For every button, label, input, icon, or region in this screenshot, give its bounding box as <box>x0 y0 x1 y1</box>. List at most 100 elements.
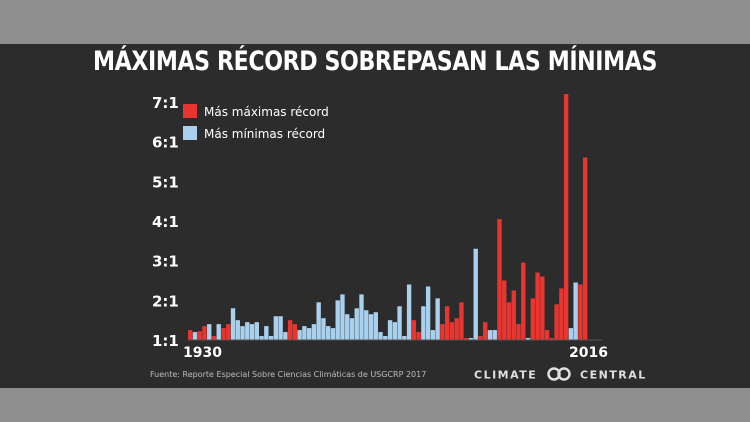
legend-swatch-max <box>183 104 197 118</box>
bar-1988 <box>464 338 469 340</box>
bar-1939 <box>230 308 236 340</box>
bar-1990 <box>473 248 478 340</box>
bar-1959 <box>326 326 331 340</box>
bar-1975 <box>402 336 407 340</box>
bar-1962 <box>340 294 345 340</box>
bar-1982 <box>435 298 440 340</box>
bar-1991 <box>478 336 483 340</box>
y-tick-label: 5:1 <box>152 173 179 191</box>
bar-1954 <box>302 326 307 340</box>
bar-1946 <box>264 326 269 340</box>
bar-2003 <box>535 272 540 340</box>
bar-1987 <box>459 302 464 340</box>
legend-label-max: Más máximas récord <box>204 105 329 119</box>
bar-2002 <box>530 298 535 340</box>
bar-1983 <box>440 324 445 340</box>
bar-1974 <box>397 306 402 340</box>
y-tick-label: 4:1 <box>152 213 179 231</box>
bar-1969 <box>373 312 378 340</box>
bar-1949 <box>278 316 283 340</box>
bar-1995 <box>497 219 502 340</box>
bar-1981 <box>430 330 436 340</box>
bar-1966 <box>359 294 364 340</box>
bar-2009 <box>563 94 569 340</box>
bar-2012 <box>578 284 583 340</box>
bar-1936 <box>216 324 221 340</box>
bar-1943 <box>249 324 255 340</box>
bar-1951 <box>287 320 293 340</box>
legend-label-min: Más mínimas récord <box>204 127 325 141</box>
bar-1996 <box>502 280 507 340</box>
x-label-end: 2016 <box>569 345 608 361</box>
bar-1993 <box>487 330 493 340</box>
bars-group <box>188 94 588 340</box>
chart-title: MÁXIMAS RÉCORD SOBREPASAN LAS MÍNIMAS <box>92 46 658 77</box>
bar-2008 <box>559 288 564 340</box>
bar-1971 <box>383 336 388 340</box>
bar-1994 <box>492 330 497 340</box>
bar-2013 <box>582 157 588 340</box>
source-note: Fuente: Reporte Especial Sobre Ciencias … <box>150 370 427 379</box>
bar-1952 <box>292 324 298 340</box>
bar-1938 <box>226 324 231 340</box>
bar-1940 <box>235 320 240 340</box>
climate-central-logo: CLIMATE CENTRAL <box>474 367 647 384</box>
bar-2000 <box>521 262 526 340</box>
x-label-start: 1930 <box>183 345 222 361</box>
bar-1933 <box>202 326 207 340</box>
bar-1945 <box>259 336 264 340</box>
bar-1997 <box>506 302 512 340</box>
bar-1937 <box>221 328 226 340</box>
bar-1961 <box>335 300 340 340</box>
bar-1948 <box>273 316 279 340</box>
bar-1992 <box>483 322 488 340</box>
y-tick-label: 1:1 <box>152 332 179 350</box>
bar-1964 <box>349 318 355 340</box>
bar-1955 <box>306 328 312 340</box>
bar-1958 <box>321 318 326 340</box>
bar-1956 <box>311 324 317 340</box>
bar-2005 <box>544 330 550 340</box>
bar-1986 <box>454 318 459 340</box>
bar-2004 <box>540 276 545 340</box>
bar-1942 <box>245 322 250 340</box>
y-tick-label: 6:1 <box>152 134 179 152</box>
bar-1972 <box>387 320 393 340</box>
bar-1931 <box>192 332 198 340</box>
bar-1944 <box>254 322 259 340</box>
bar-1960 <box>330 328 336 340</box>
bar-1973 <box>392 322 397 340</box>
bar-1999 <box>516 324 521 340</box>
bar-2006 <box>549 338 555 340</box>
bar-1984 <box>444 306 450 340</box>
bar-2007 <box>554 304 559 340</box>
bar-1953 <box>297 330 302 340</box>
bar-2011 <box>573 282 578 340</box>
bar-1932 <box>197 331 202 340</box>
bar-1980 <box>425 286 431 340</box>
y-tick-label: 2:1 <box>152 292 179 310</box>
legend-swatch-min <box>183 126 197 140</box>
bar-1941 <box>240 326 245 340</box>
y-axis-ticks: 1:1 2:1 3:1 4:1 5:1 6:1 7:1 <box>152 94 179 350</box>
bar-1985 <box>449 322 455 340</box>
bar-1934 <box>207 324 212 340</box>
logo-text-left: CLIMATE <box>474 368 538 382</box>
bar-1947 <box>268 336 274 340</box>
bar-1977 <box>411 320 417 340</box>
bar-1963 <box>345 314 350 340</box>
bar-1978 <box>416 332 421 340</box>
bar-1935 <box>211 336 217 340</box>
legend: Más máximas récord Más mínimas récord <box>183 104 329 141</box>
bar-1970 <box>378 332 383 340</box>
bar-1957 <box>316 302 321 340</box>
bar-1968 <box>368 314 374 340</box>
logo-mark-icon <box>546 367 572 384</box>
bar-1976 <box>406 284 412 340</box>
bar-2001 <box>525 338 531 340</box>
bar-2010 <box>568 328 574 340</box>
bar-1950 <box>283 332 288 340</box>
bar-1998 <box>511 290 516 340</box>
bar-1930 <box>188 330 193 340</box>
